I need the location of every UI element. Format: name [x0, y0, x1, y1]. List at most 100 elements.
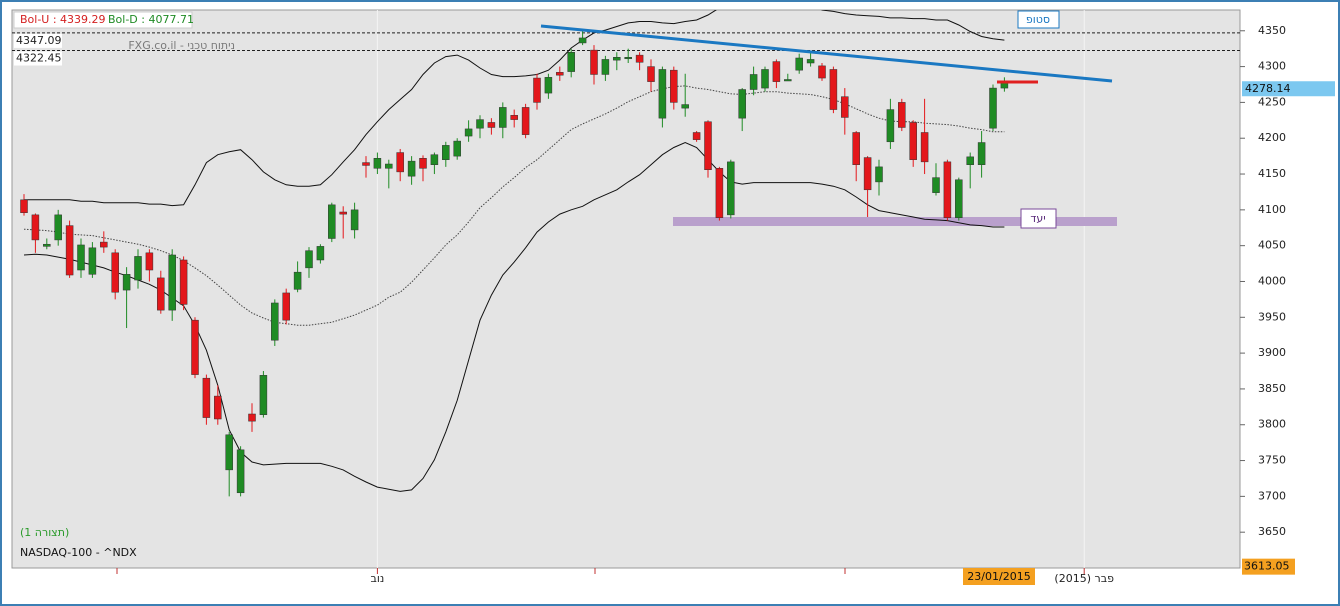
- candle-body: [350, 209, 359, 231]
- y-tick-label: 4000: [1258, 274, 1286, 287]
- candle-body: [487, 122, 496, 128]
- band-line: [24, 10, 1005, 207]
- candle-body: [20, 199, 28, 213]
- y-tick-label: 4200: [1258, 131, 1286, 144]
- candle-body: [43, 243, 51, 247]
- candle-body: [407, 160, 416, 177]
- candle-body: [544, 77, 553, 94]
- candle-body: [271, 302, 279, 341]
- bands: [23, 10, 1005, 492]
- candle-body: [818, 65, 826, 79]
- legend: Bol-U : 4339.29 Bol-D : 4077.71: [20, 13, 194, 26]
- candle-body: [727, 161, 735, 216]
- legend-box: [13, 11, 193, 29]
- candles: [20, 30, 1009, 497]
- candle-body: [533, 77, 541, 103]
- candle-body: [738, 89, 746, 119]
- candle-body: [829, 69, 838, 110]
- candle-body: [453, 140, 461, 157]
- candle-body: [476, 119, 484, 129]
- candle-body: [248, 413, 256, 422]
- axes: 3650 3700 3750 3800 3850 3900 3950 4000 4050 4100…: [371, 24, 1335, 585]
- candle-body: [852, 132, 860, 165]
- y-tick-label: 3750: [1258, 454, 1286, 467]
- candle-body: [134, 256, 142, 281]
- candle-body: [464, 128, 473, 137]
- candle-body: [510, 115, 518, 120]
- candle-body: [305, 250, 313, 269]
- candle-body: [396, 152, 404, 173]
- candle-body: [966, 156, 974, 165]
- candle-body: [692, 132, 701, 140]
- y-tick-label: 4050: [1258, 239, 1286, 252]
- candle-body: [339, 211, 347, 215]
- candle-body: [784, 79, 792, 82]
- target-label: יעד: [1030, 212, 1045, 225]
- candle-body: [875, 166, 883, 183]
- candle-body: [943, 161, 952, 218]
- candle-body: [806, 59, 815, 64]
- candle-body: [442, 145, 450, 160]
- cursor-price-box: [1242, 558, 1295, 575]
- candle-body: [191, 319, 199, 375]
- y-tick-label: 4150: [1258, 167, 1286, 180]
- candle-body: [225, 434, 233, 471]
- candle-body: [419, 158, 427, 169]
- candle-body: [259, 375, 268, 415]
- candle-body: [236, 449, 245, 494]
- candle-body: [214, 395, 222, 420]
- candle-body: [670, 69, 678, 103]
- candle-body: [430, 154, 439, 165]
- candle-body: [293, 271, 302, 290]
- candle-body: [613, 57, 621, 61]
- candle-body: [556, 72, 564, 76]
- candle-body: [202, 377, 211, 418]
- stop-label: סטופ: [1026, 13, 1050, 26]
- candle-body: [932, 177, 940, 193]
- y-tick-label: 4250: [1258, 95, 1286, 108]
- candle-body: [749, 74, 758, 90]
- candle-body: [157, 277, 165, 311]
- cursor-date: 23/01/2015: [967, 570, 1030, 583]
- y-tick-label: 3700: [1258, 489, 1286, 502]
- candle-body: [65, 225, 74, 276]
- plot-area: [11, 9, 1241, 569]
- candle-body: [863, 157, 872, 191]
- y-tick-label: 4300: [1258, 60, 1286, 73]
- grid: [376, 10, 1085, 568]
- config-label: (תצורה 1): [20, 526, 69, 539]
- candle-body: [601, 59, 610, 75]
- candle-body: [761, 69, 769, 89]
- level-label-box: [14, 51, 62, 66]
- candle-body: [499, 107, 507, 128]
- candle-body: [168, 254, 176, 311]
- watermark: ניתוח טכני - FXG.co.il: [128, 39, 235, 52]
- candle-body: [88, 247, 97, 275]
- candle-body: [898, 102, 906, 128]
- target-box: [1020, 208, 1057, 229]
- y-tick-label: 3950: [1258, 310, 1286, 323]
- candle-body: [886, 109, 895, 143]
- candle-body: [100, 241, 108, 248]
- instrument: NASDAQ-100 - ^NDX: [20, 546, 137, 559]
- level-label: 4347.09: [16, 34, 62, 47]
- candle-body: [795, 57, 803, 71]
- candle-body: [658, 69, 667, 119]
- level-label-box: [14, 33, 62, 48]
- legend-entry: Bol-U : 4339.29: [20, 13, 106, 26]
- candle-body: [977, 142, 986, 165]
- candle-body: [111, 252, 119, 293]
- candle-body: [635, 54, 644, 63]
- candle-body: [920, 132, 929, 163]
- candle-body: [282, 292, 290, 321]
- y-tick-label: 4350: [1258, 24, 1286, 37]
- candle-body: [54, 214, 62, 241]
- y-tick-label: 3800: [1258, 418, 1286, 431]
- candle-body: [362, 162, 370, 166]
- y-tick-label: 3850: [1258, 382, 1286, 395]
- levels: 4347.09 4322.45: [12, 32, 1240, 66]
- last-price-box: [1242, 81, 1335, 97]
